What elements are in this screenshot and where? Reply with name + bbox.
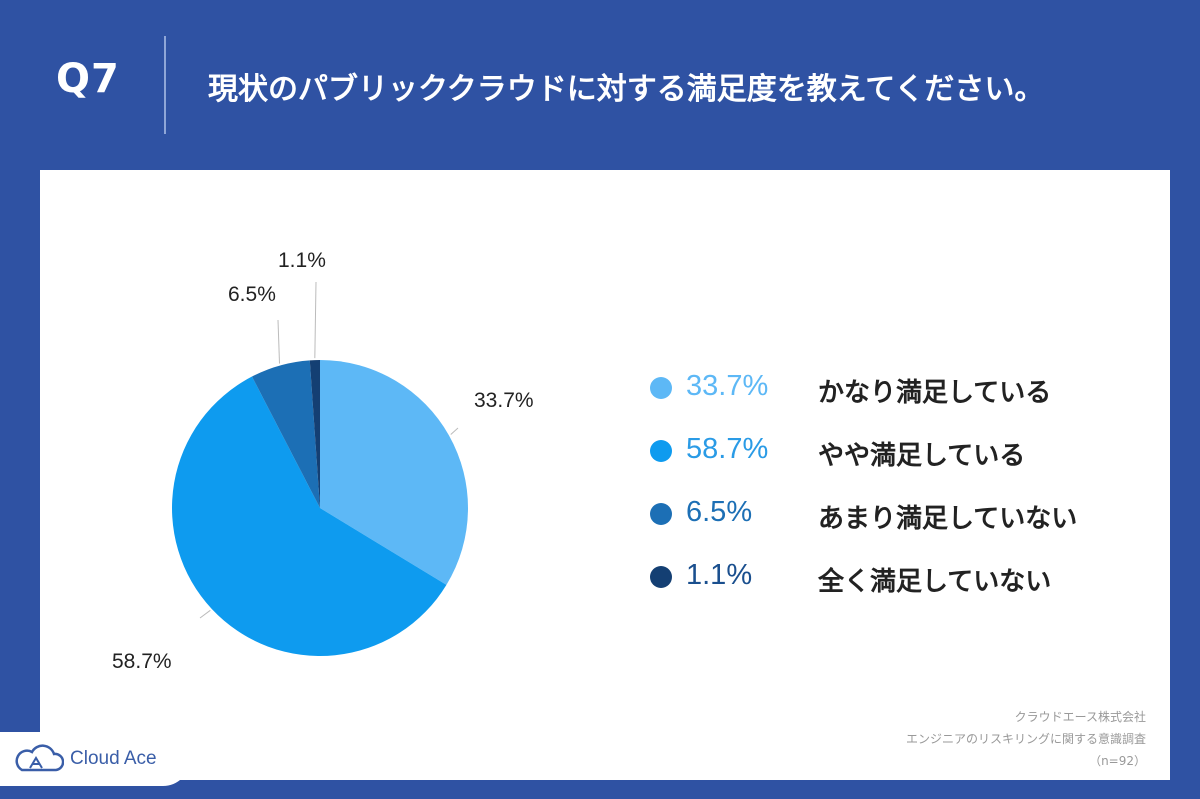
legend-label: やや満足している [818,441,1026,471]
slice-label-very-satisfied: 33.7% [474,389,534,412]
pie-slice-somewhat-satisfied [172,376,447,656]
leader-line [450,427,459,435]
source-sample: （n=92） [1089,754,1146,768]
slice-label-somewhat-satisfied: 58.7% [112,650,172,673]
question-number: Q7 [56,56,120,102]
source-survey: エンジニアのリスキリングに関する意識調査 [905,732,1146,746]
legend-percent: 6.5% [686,496,753,528]
legend-label: 全く満足していない [818,567,1052,597]
legend-swatch [650,377,672,399]
pie-chart [172,281,469,656]
logo-text: Cloud Ace [70,748,157,769]
pie-slice-not-at-all-satisfied [309,360,320,508]
header-divider [164,36,166,134]
leader-line [199,609,211,619]
cloud-icon [15,744,64,772]
legend-item: 6.5% あまり満足していない [650,496,1150,559]
legend-item: 33.7% かなり満足している [650,370,1150,433]
leader-line [277,319,281,364]
legend-percent: 1.1% [686,559,753,591]
legend-swatch [650,566,672,588]
legend-percent: 33.7% [686,370,769,402]
slice-label-not-very-satisfied: 6.5% [228,283,276,306]
slice-label-not-at-all-satisfied: 1.1% [278,249,326,272]
pie-slice-very-satisfied [320,360,469,585]
question-text: 現状のパブリッククラウドに対する満足度を教えてください。 [208,72,1045,107]
legend-label: かなり満足している [818,378,1052,408]
legend-label: あまり満足していない [818,504,1078,534]
leader-line [314,281,317,359]
legend-percent: 58.7% [686,433,769,465]
cloud-ace-logo: Cloud Ace [0,732,190,786]
pie-slice-not-very-satisfied [251,360,320,508]
legend: 33.7% かなり満足している 58.7% やや満足している 6.5% あまり満… [650,370,1150,622]
chart-panel: 33.7% 58.7% 6.5% 1.1% 33.7% かなり満足している 58… [40,170,1170,780]
header: Q7 現状のパブリッククラウドに対する満足度を教えてください。 [0,0,1200,170]
legend-swatch [650,503,672,525]
legend-item: 58.7% やや満足している [650,433,1150,496]
legend-item: 1.1% 全く満足していない [650,559,1150,622]
source-note: クラウドエース株式会社 エンジニアのリスキリングに関する意識調査 （n=92） [906,706,1146,772]
source-company: クラウドエース株式会社 [1014,710,1146,724]
legend-swatch [650,440,672,462]
